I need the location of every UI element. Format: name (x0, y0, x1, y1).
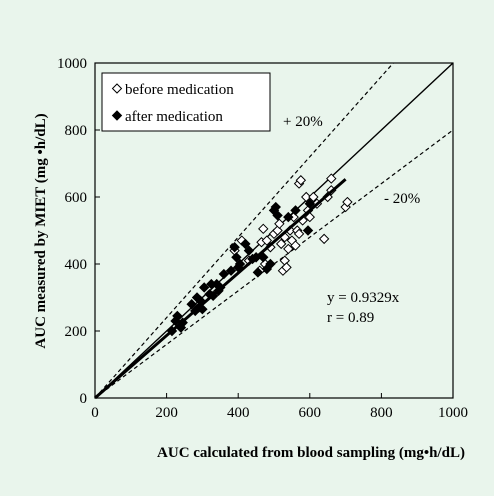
legend: before medication after medication (101, 72, 271, 132)
before-medication-point (275, 238, 287, 250)
before-medication-point (290, 240, 301, 251)
after-medication-point (218, 268, 230, 280)
before-medication-point (295, 175, 307, 186)
x-tick-label: 600 (299, 405, 322, 421)
legend-box (101, 72, 271, 132)
bound-line (94, 129, 454, 399)
after-medication-point (243, 245, 255, 256)
y-tick-label: 200 (65, 324, 88, 340)
bound-line (94, 62, 394, 399)
regression-equation: y = 0.9329x (327, 290, 400, 306)
after-medication-point (234, 258, 246, 270)
before-medication-point (283, 243, 294, 255)
after-medication-point (186, 298, 197, 310)
before-medication-point (318, 233, 330, 245)
before-medication-point (281, 262, 292, 273)
before-medication-point (274, 218, 285, 230)
after-medication-point (172, 310, 183, 322)
after-medication-point (283, 211, 294, 223)
minus-20-label: - 20% (384, 191, 420, 207)
x-tick-label: 200 (155, 405, 178, 421)
y-tick-label: 800 (65, 123, 88, 139)
after-medication-point (272, 210, 283, 221)
plot-area (94, 62, 454, 399)
y-tick-label: 0 (80, 391, 88, 407)
after-medication-point (229, 242, 240, 253)
x-tick-label: 800 (370, 405, 393, 421)
x-axis-label: AUC calculated from blood sampling (mg•h… (157, 445, 465, 461)
before-medication-point (342, 196, 353, 208)
after-medication-point (290, 205, 301, 216)
after-medication-point (252, 267, 264, 278)
plus-20-label: + 20% (283, 114, 323, 130)
y-tick-label: 600 (65, 190, 88, 206)
after-medication-point (240, 238, 251, 250)
x-tick-label: 0 (91, 405, 99, 421)
regression-line (94, 178, 347, 400)
after-medication-point (225, 265, 237, 276)
after-medication-point (265, 258, 276, 270)
correlation-value: r = 0.89 (327, 310, 374, 326)
after-medication-point (231, 252, 242, 263)
legend-open-diamond (111, 83, 123, 94)
legend-label-after: after medication (125, 109, 223, 125)
before-medication-point (301, 191, 312, 203)
after-medication-point (198, 282, 210, 293)
y-axis-label: AUC measured by MIET (mg •h/dL) (33, 113, 49, 348)
after-medication-point (302, 225, 314, 236)
before-medication-point (261, 235, 273, 246)
legend-filled-diamond (111, 110, 123, 121)
y-tick-label: 1000 (57, 56, 87, 72)
legend-label-before: before medication (125, 82, 234, 98)
after-medication-point (270, 201, 281, 213)
before-medication-point (304, 211, 316, 223)
before-medication-point (326, 173, 337, 184)
x-tick-label: 1000 (438, 405, 468, 421)
y-tick-label: 400 (65, 257, 88, 273)
x-tick-label: 400 (227, 405, 250, 421)
before-medication-point (308, 191, 319, 203)
before-medication-point (293, 228, 305, 240)
before-medication-point (258, 223, 269, 235)
after-medication-point (304, 198, 316, 209)
